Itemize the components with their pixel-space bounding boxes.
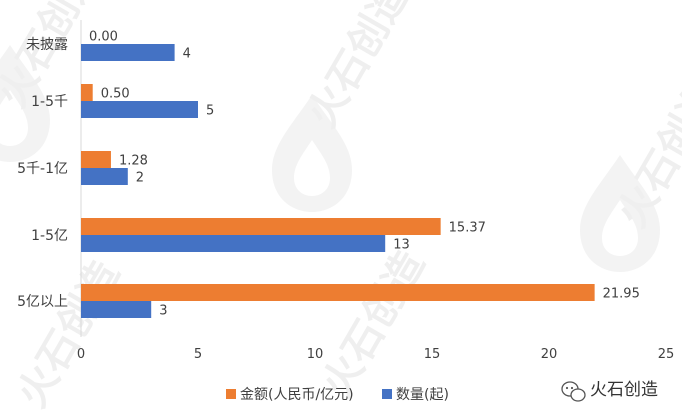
data-label-amount: 0.00 (89, 30, 118, 45)
bar-amount (81, 284, 595, 301)
bar-count (81, 235, 386, 252)
watermark-text: 火石创造 (299, 0, 419, 135)
data-label-amount: 0.50 (101, 87, 130, 102)
x-tick-label: 0 (77, 347, 85, 362)
category-labels: 未披露 1-5千 5千-1亿 1-5亿 5亿以上 (17, 37, 68, 310)
data-label-count: 4 (183, 47, 191, 62)
bar-count (81, 101, 198, 118)
category-label: 5千-1亿 (17, 161, 68, 177)
legend: 金额(人民币/亿元) 数量(起) (226, 387, 449, 403)
category-label: 未披露 (26, 37, 68, 53)
watermark-flame-icon (272, 95, 352, 212)
category-label: 1-5亿 (31, 228, 68, 244)
data-label-count: 3 (159, 304, 167, 319)
x-tick-label: 25 (658, 347, 675, 362)
legend-swatch-count (382, 389, 392, 399)
bar-count (81, 301, 152, 318)
x-tick-label: 20 (541, 347, 558, 362)
brand-name: 火石创造 (590, 380, 658, 400)
category-label: 1-5千 (31, 94, 68, 110)
legend-label-amount: 金额(人民币/亿元) (240, 387, 354, 403)
bar-amount (81, 84, 93, 101)
legend-swatch-amount (226, 389, 236, 399)
data-label-amount: 15.37 (449, 221, 486, 236)
x-tick-label: 15 (424, 347, 441, 362)
bar-amount (81, 151, 111, 168)
legend-label-count: 数量(起) (396, 387, 449, 403)
watermark-text: 火石创造 (9, 253, 129, 412)
watermark-flame-icon (580, 155, 660, 272)
brand-logo: 火石创造 (561, 380, 658, 402)
data-label-amount: 1.28 (119, 154, 148, 169)
bar-count (81, 44, 175, 61)
watermark-text: 火石创造 (609, 73, 682, 235)
data-label-count: 2 (136, 171, 144, 186)
x-tick-labels: 0 5 10 15 20 25 (77, 347, 674, 362)
data-label-count: 13 (393, 238, 410, 253)
plot-area: 0.00 4 0.50 5 1.28 2 15.37 13 21.95 3 (81, 30, 640, 319)
data-label-count: 5 (206, 104, 214, 119)
wechat-icon (561, 381, 586, 402)
bar-count (81, 168, 128, 185)
data-label-amount: 21.95 (603, 287, 640, 302)
watermark-text: 火石创造 (314, 243, 434, 405)
category-label: 5亿以上 (17, 294, 68, 310)
bar-amount (81, 218, 441, 235)
x-tick-label: 10 (307, 347, 324, 362)
x-tick-label: 5 (194, 347, 202, 362)
watermark-flame-icon (0, 45, 50, 162)
